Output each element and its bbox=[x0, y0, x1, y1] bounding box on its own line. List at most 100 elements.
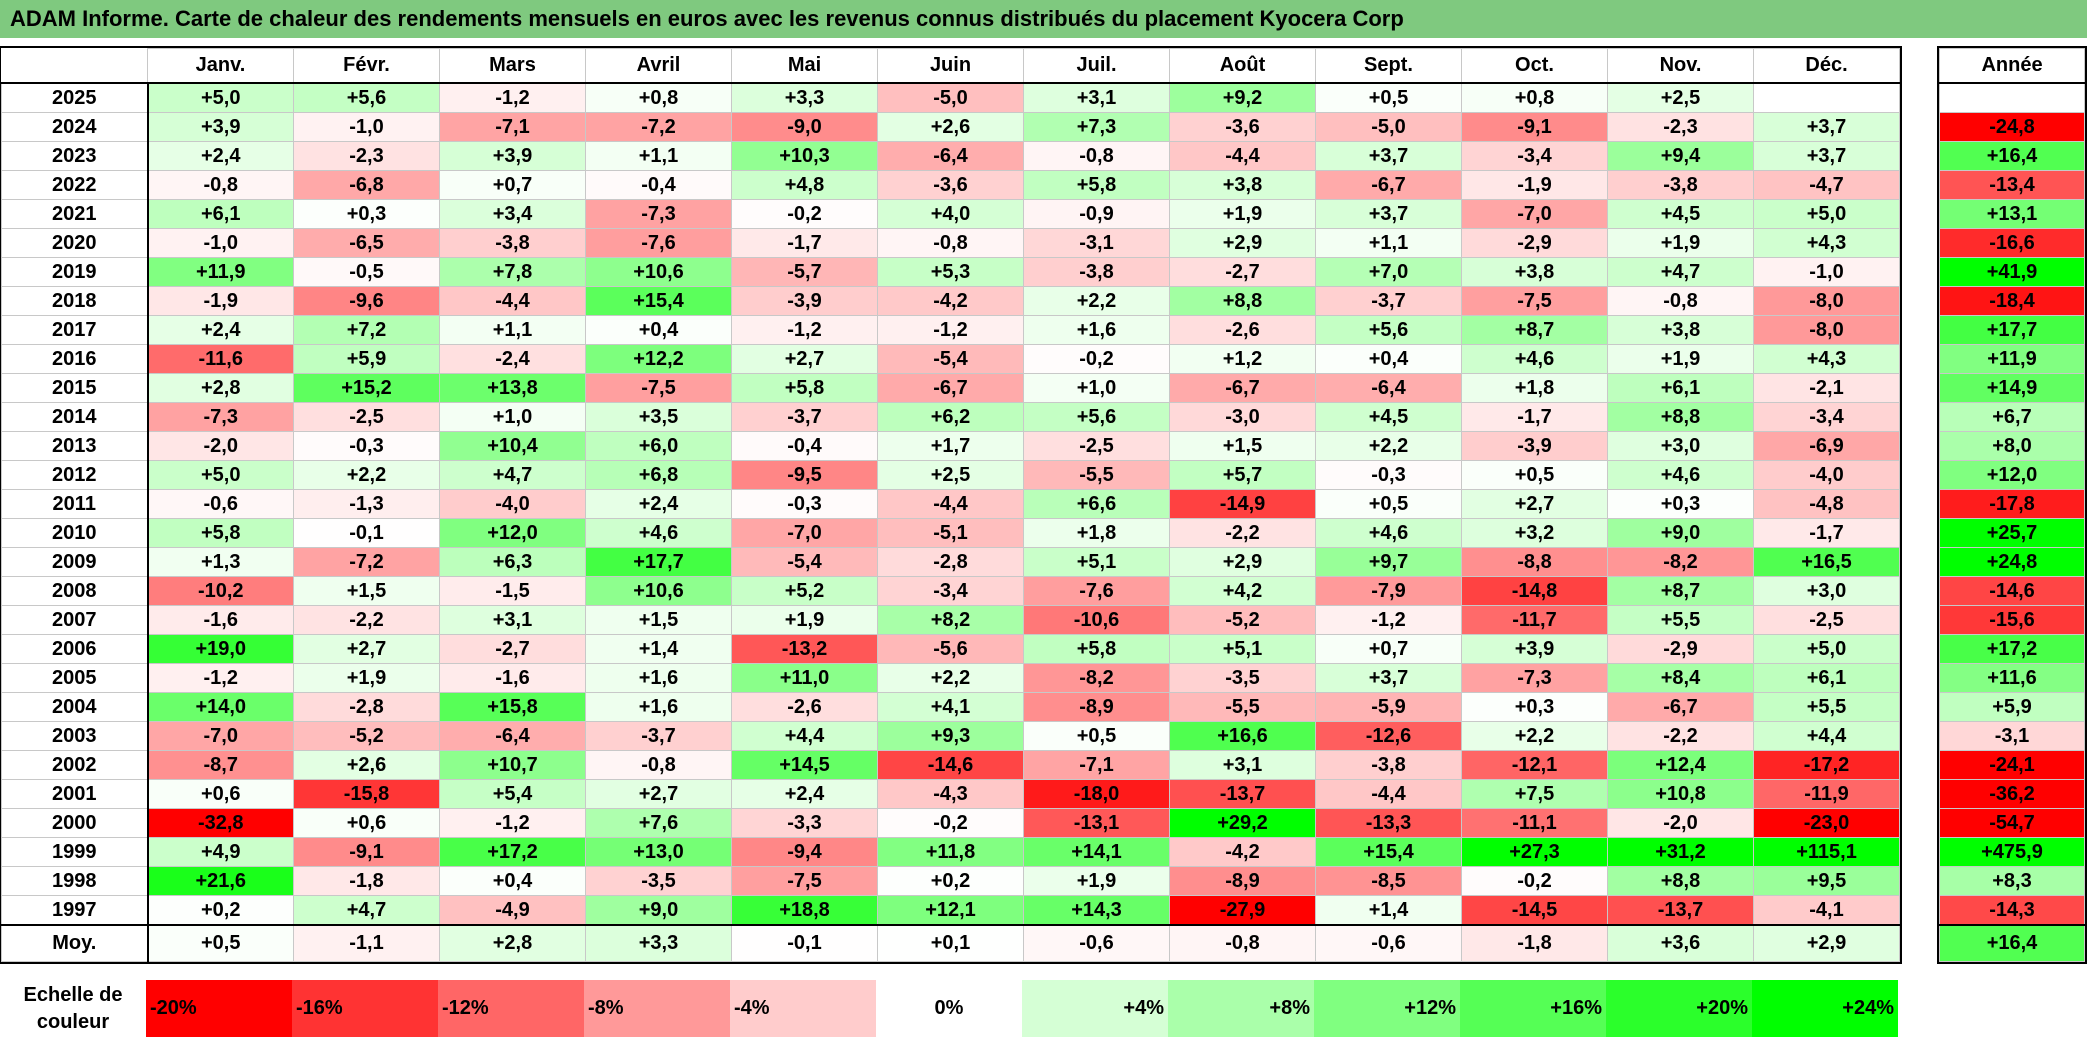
heatmap-cell: +1,9 bbox=[1607, 228, 1754, 258]
annual-cell: -18,4 bbox=[1939, 286, 2085, 316]
heatmap-cell: -0,6 bbox=[147, 489, 294, 519]
annual-cell: +14,9 bbox=[1939, 373, 2085, 403]
heatmap-cell: +3,0 bbox=[1753, 576, 1900, 606]
year-label: 2000 bbox=[1, 808, 149, 838]
heatmap-cell: -4,4 bbox=[877, 489, 1024, 519]
heatmap-cell: -7,0 bbox=[731, 518, 878, 548]
heatmap-cell: -8,8 bbox=[1461, 547, 1608, 577]
heatmap-cell: +8,7 bbox=[1461, 315, 1608, 345]
heatmap-cell: +0,6 bbox=[293, 808, 440, 838]
year-label: 2022 bbox=[1, 170, 149, 200]
heatmap-cell: +14,5 bbox=[731, 750, 878, 780]
heatmap-cell: +0,3 bbox=[1607, 489, 1754, 519]
year-label: 2007 bbox=[1, 605, 149, 635]
heatmap-cell: +27,3 bbox=[1461, 837, 1608, 867]
month-header: Sept. bbox=[1315, 48, 1462, 84]
heatmap-cell: -6,7 bbox=[877, 373, 1024, 403]
annual-cell: -13,4 bbox=[1939, 170, 2085, 200]
heatmap-cell: -0,2 bbox=[1023, 344, 1170, 374]
average-cell: -0,8 bbox=[1169, 924, 1316, 962]
heatmap-cell: -1,7 bbox=[1461, 402, 1608, 432]
year-label: 2020 bbox=[1, 228, 149, 258]
heatmap-cell: -13,7 bbox=[1169, 779, 1316, 809]
year-row: 2006 +19,0 +2,7 -2,7 +1,4 -13,2 -5,6 +5,8 +5,1 +0… bbox=[1, 634, 1900, 664]
heatmap-cell: -5,0 bbox=[877, 82, 1024, 113]
heatmap-cell: -2,8 bbox=[293, 692, 440, 722]
heatmap-cell: -6,7 bbox=[1315, 170, 1462, 200]
heatmap-cell: +5,9 bbox=[293, 344, 440, 374]
heatmap-cell: -14,6 bbox=[877, 750, 1024, 780]
heatmap-cell: +5,2 bbox=[731, 576, 878, 606]
month-header: Mars bbox=[439, 48, 586, 84]
heatmap-cell: +1,0 bbox=[439, 402, 586, 432]
heatmap-cell: +21,6 bbox=[147, 866, 294, 896]
annual-header: Année bbox=[1939, 48, 2085, 84]
heatmap-cell: -2,2 bbox=[1169, 518, 1316, 548]
heatmap-cell: +5,0 bbox=[147, 82, 294, 113]
heatmap-cell: -14,8 bbox=[1461, 576, 1608, 606]
heatmap-cell: +3,9 bbox=[1461, 634, 1608, 664]
heatmap-cell: +1,6 bbox=[1023, 315, 1170, 345]
annual-cell: +17,2 bbox=[1939, 634, 2085, 664]
heatmap-cell: +2,5 bbox=[1607, 82, 1754, 113]
heatmap-cell: -11,6 bbox=[147, 344, 294, 374]
heatmap-cell: +17,7 bbox=[585, 547, 732, 577]
heatmap-cell: +5,8 bbox=[147, 518, 294, 548]
heatmap-cell: -1,0 bbox=[147, 228, 294, 258]
heatmap-cell: -4,7 bbox=[1753, 170, 1900, 200]
heatmap-cell: -1,0 bbox=[1753, 257, 1900, 287]
heatmap-cell: +5,8 bbox=[731, 373, 878, 403]
heatmap-cell: +5,0 bbox=[1753, 634, 1900, 664]
heatmap-cell: -5,4 bbox=[877, 344, 1024, 374]
heatmap-cell: +5,1 bbox=[1169, 634, 1316, 664]
heatmap-cell: +5,0 bbox=[147, 460, 294, 490]
month-header: Août bbox=[1169, 48, 1316, 84]
annual-cell: +6,7 bbox=[1939, 402, 2085, 432]
heatmap-cell: -5,1 bbox=[877, 518, 1024, 548]
heatmap-cell: +3,7 bbox=[1315, 663, 1462, 693]
month-header: Févr. bbox=[293, 48, 440, 84]
heatmap-cell: -3,3 bbox=[731, 808, 878, 838]
year-label: 2018 bbox=[1, 286, 149, 316]
heatmap-cell: +5,1 bbox=[1023, 547, 1170, 577]
heatmap-cell: -0,8 bbox=[1023, 141, 1170, 171]
annual-cell: +12,0 bbox=[1939, 460, 2085, 490]
heatmap-cell: +11,8 bbox=[877, 837, 1024, 867]
heatmap-cell: +3,2 bbox=[1461, 518, 1608, 548]
year-label: 1998 bbox=[1, 866, 149, 896]
heatmap-cell: +0,4 bbox=[1315, 344, 1462, 374]
average-cell: -1,1 bbox=[293, 924, 440, 962]
year-row: 2000 -32,8 +0,6 -1,2 +7,6 -3,3 -0,2 -13,1 +29,2-… bbox=[1, 808, 1900, 838]
heatmap-cell: +4,5 bbox=[1607, 199, 1754, 229]
heatmap-cell: -1,8 bbox=[293, 866, 440, 896]
heatmap-cell: +8,7 bbox=[1607, 576, 1754, 606]
heatmap-cell: -2,4 bbox=[439, 344, 586, 374]
heatmap-cell: +2,9 bbox=[1169, 228, 1316, 258]
heatmap-cell: -13,1 bbox=[1023, 808, 1170, 838]
heatmap-cell: +5,7 bbox=[1169, 460, 1316, 490]
heatmap-cell: -3,8 bbox=[1607, 170, 1754, 200]
year-row: 2015 +2,8 +15,2 +13,8 -7,5 +5,8 -6,7 +1,0 -6,7 -6… bbox=[1, 373, 1900, 403]
heatmap-cell bbox=[1753, 82, 1900, 113]
heatmap-cell: +2,2 bbox=[877, 663, 1024, 693]
heatmap-cell: +12,1 bbox=[877, 895, 1024, 926]
heatmap-cell: +3,1 bbox=[1023, 82, 1170, 113]
heatmap-cell: -0,8 bbox=[147, 170, 294, 200]
heatmap-cell: +1,5 bbox=[585, 605, 732, 635]
annual-cell: +13,1 bbox=[1939, 199, 2085, 229]
heatmap-cell: -1,3 bbox=[293, 489, 440, 519]
year-row: 2018 -1,9 -9,6 -4,4 +15,4 -3,9 -4,2 +2,2 +8,8 -3,… bbox=[1, 286, 1900, 316]
scale-stop: +20% bbox=[1606, 980, 1752, 1037]
heatmap-cell: -2,3 bbox=[1607, 112, 1754, 142]
heatmap-cell: -2,0 bbox=[1607, 808, 1754, 838]
heatmap-cell: +4,7 bbox=[293, 895, 440, 926]
heatmap-cell: +8,2 bbox=[877, 605, 1024, 635]
heatmap-cell: +11,0 bbox=[731, 663, 878, 693]
heatmap-cell: -6,9 bbox=[1753, 431, 1900, 461]
heatmap-cell: -2,0 bbox=[147, 431, 294, 461]
heatmap-cell: +0,4 bbox=[585, 315, 732, 345]
heatmap-cell: -11,9 bbox=[1753, 779, 1900, 809]
heatmap-cell: +1,9 bbox=[1607, 344, 1754, 374]
heatmap-cell: -7,9 bbox=[1315, 576, 1462, 606]
heatmap-cell: +2,7 bbox=[293, 634, 440, 664]
